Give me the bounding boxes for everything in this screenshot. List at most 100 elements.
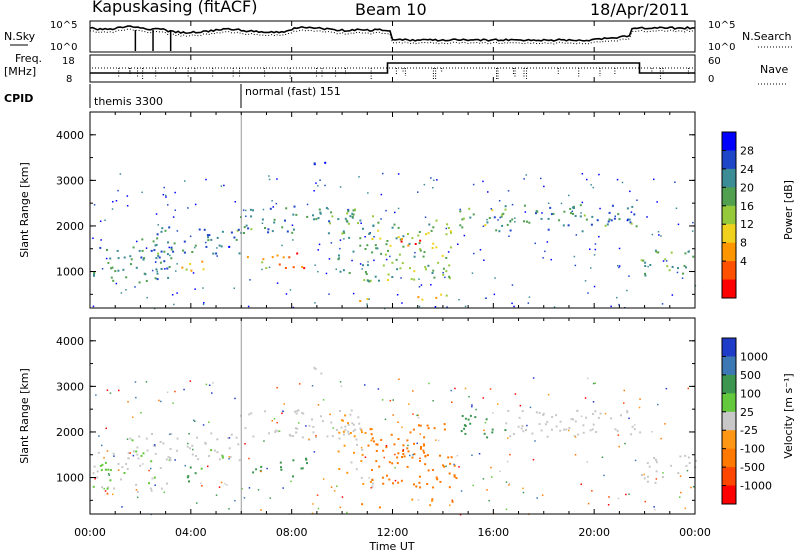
heatmap-cell: [202, 424, 205, 426]
heatmap-cell: [335, 268, 337, 270]
heatmap-cell: [456, 454, 459, 457]
heatmap-cell: [505, 422, 508, 425]
heatmap-cell: [249, 279, 251, 281]
heatmap-cell: [453, 463, 455, 466]
heatmap-cell: [169, 448, 172, 450]
heatmap-cell: [190, 269, 193, 272]
heatmap-cell: [418, 424, 420, 427]
heatmap-cell: [691, 230, 694, 232]
heatmap-cell: [428, 382, 430, 385]
heatmap-cell: [297, 409, 300, 412]
heatmap-cell: [351, 422, 354, 425]
velocity-heatmap: [92, 318, 697, 516]
heatmap-cell: [347, 222, 350, 225]
heatmap-cell: [373, 259, 375, 262]
heatmap-cell: [491, 209, 494, 212]
heatmap-cell: [318, 208, 321, 211]
power-colorbar-label: Power [dB]: [782, 180, 795, 240]
heatmap-cell: [459, 210, 462, 213]
heatmap-cell: [485, 297, 487, 299]
noise-search-series: [89, 28, 696, 45]
heatmap-cell: [411, 237, 414, 240]
heatmap-cell: [472, 484, 474, 487]
heatmap-cell: [99, 246, 102, 249]
heatmap-cell: [352, 213, 355, 216]
heatmap-cell: [140, 256, 143, 259]
heatmap-cell: [487, 191, 489, 193]
heatmap-cell: [647, 475, 649, 478]
heatmap-cell: [101, 463, 104, 466]
heatmap-cell: [352, 292, 355, 295]
heatmap-cell: [264, 227, 266, 229]
heatmap-cell: [459, 513, 462, 516]
heatmap-cell: [491, 431, 494, 434]
heatmap-cell: [411, 498, 414, 501]
heatmap-cell: [464, 417, 467, 420]
heatmap-cell: [347, 422, 349, 425]
heatmap-cell: [374, 244, 377, 247]
heatmap-cell: [397, 438, 400, 440]
heatmap-cell: [419, 457, 421, 459]
heatmap-cell: [657, 231, 660, 233]
heatmap-cell: [644, 500, 646, 503]
heatmap-cell: [167, 456, 170, 459]
heatmap-cell: [365, 273, 368, 275]
heatmap-cell: [538, 411, 541, 414]
heatmap-cell: [447, 251, 450, 253]
heatmap-cell: [375, 443, 378, 446]
colorbar-tick-label: 1000: [740, 350, 768, 363]
heatmap-cell: [203, 228, 206, 231]
heatmap-cell: [629, 190, 631, 193]
heatmap-cell: [155, 268, 158, 271]
heatmap-cell: [390, 433, 393, 436]
heatmap-cell: [131, 439, 134, 442]
heatmap-cell: [522, 491, 525, 494]
heatmap-cell: [655, 461, 658, 464]
heatmap-cell: [625, 493, 627, 496]
heatmap-cell: [353, 435, 356, 438]
heatmap-cell: [175, 270, 177, 272]
heatmap-cell: [111, 208, 114, 210]
heatmap-cell: [357, 416, 360, 419]
heatmap-cell: [247, 227, 250, 230]
heatmap-cell: [692, 255, 695, 258]
heatmap-cell: [497, 403, 499, 405]
heatmap-cell: [370, 428, 373, 431]
heatmap-cell: [189, 447, 191, 450]
heatmap-cell: [221, 455, 224, 458]
heatmap-cell: [220, 185, 223, 187]
heatmap-cell: [382, 482, 385, 485]
heatmap-cell: [252, 435, 255, 438]
heatmap-cell: [592, 412, 594, 415]
heatmap-cell: [333, 490, 336, 492]
heatmap-cell: [281, 226, 284, 229]
velocity-ylabel: Slant Range [km]: [18, 368, 31, 464]
heatmap-cell: [210, 449, 213, 452]
heatmap-cell: [568, 194, 570, 197]
heatmap-cell: [112, 452, 115, 455]
heatmap-cell: [176, 292, 178, 294]
heatmap-cell: [352, 250, 355, 253]
heatmap-cell: [581, 230, 584, 233]
y-tick-label: 3000: [56, 380, 84, 393]
heatmap-cell: [315, 434, 317, 437]
heatmap-cell: [591, 428, 594, 431]
y-tick-label: 2000: [56, 220, 84, 233]
heatmap-cell: [319, 179, 321, 181]
heatmap-cell: [459, 208, 461, 211]
heatmap-cell: [618, 303, 620, 306]
heatmap-cell: [157, 224, 159, 226]
heatmap-cell: [166, 253, 169, 256]
heatmap-cell: [292, 213, 295, 216]
heatmap-cell: [347, 433, 350, 436]
heatmap-cell: [542, 413, 545, 416]
heatmap-cell: [154, 261, 157, 263]
heatmap-cell: [272, 206, 274, 208]
heatmap-cell: [132, 450, 135, 453]
heatmap-cell: [298, 383, 301, 385]
heatmap-cell: [393, 223, 396, 226]
heatmap-cell: [170, 432, 173, 435]
heatmap-cell: [359, 219, 362, 222]
heatmap-cell: [194, 420, 196, 422]
heatmap-cell: [349, 413, 352, 416]
